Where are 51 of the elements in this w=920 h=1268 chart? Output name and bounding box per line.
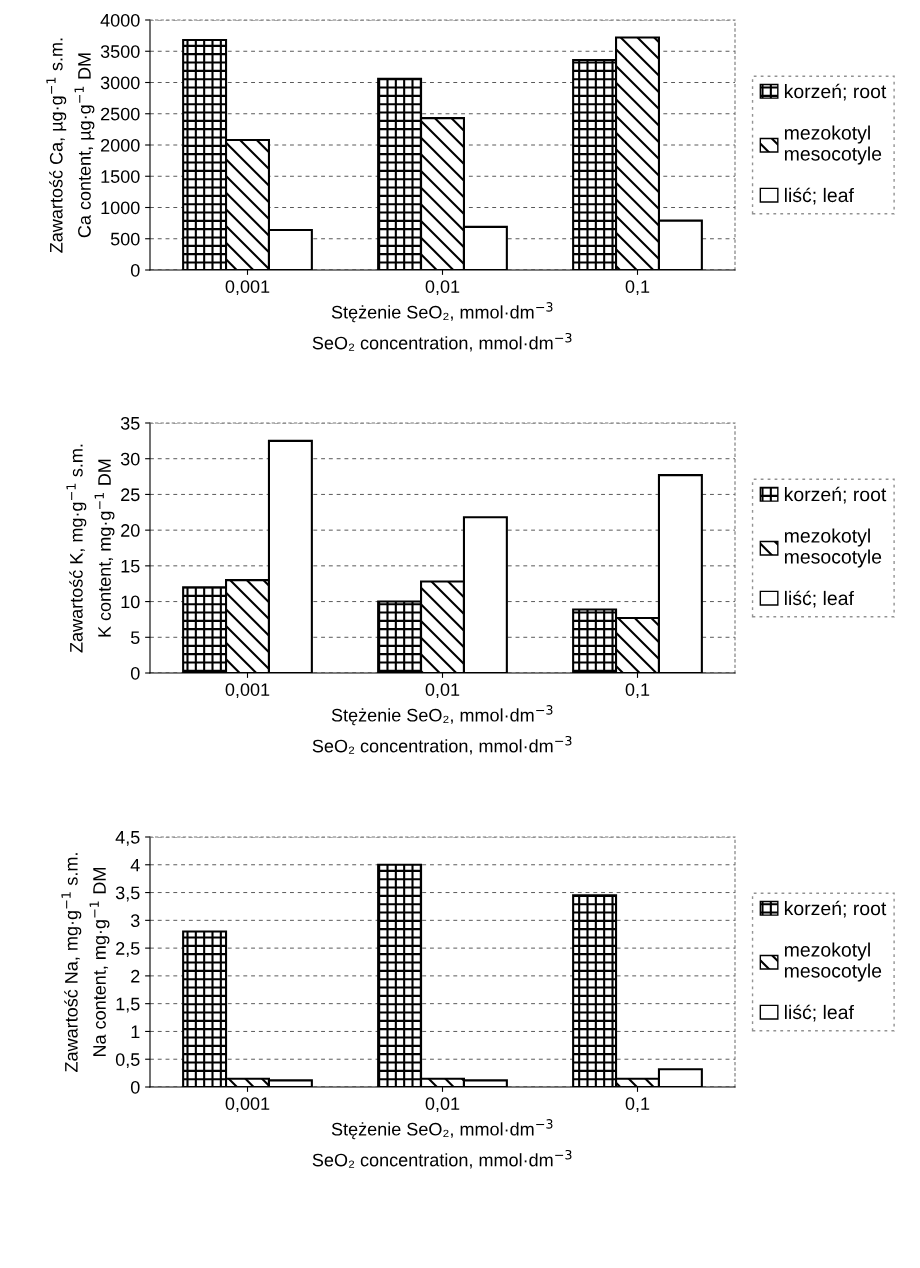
text: Zawartość Na, mg·g$^{−1}$ s.m. Na content, mg·g$^{−1}$ DM — [61, 853, 110, 1072]
y-tick-label: 2000 — [101, 138, 140, 152]
legend-label: korzeń; root — [784, 900, 887, 918]
y-tick-label: 15 — [121, 559, 140, 573]
legend-label: mezokotyl mesocotyle — [784, 125, 882, 165]
x-tick-label: 0,01 — [425, 1097, 460, 1113]
x-tick-label: 0,1 — [625, 1097, 650, 1113]
x-tick-label: 0,01 — [425, 683, 460, 699]
y-tick-label: 2500 — [101, 107, 140, 121]
y-tick-label: 3500 — [100, 45, 140, 58]
y-tick-label: 4 — [130, 858, 140, 872]
x-tick-label: 0,1 — [625, 280, 650, 296]
y-tick-label: 0 — [130, 263, 140, 277]
text: Zawartość K, mg·g$^{−1}$ s.m. K content, mg·g$^{−1}$ DM — [66, 444, 115, 653]
y-tick-label: 35 — [120, 416, 140, 430]
y-tick-label: 0,5 — [115, 1053, 140, 1069]
text: Zawartość Ca, µg·g$^{−1}$ s.m. Ca content, µg·g$^{−1}$ DM — [46, 38, 95, 253]
y-tick-label: 5 — [130, 631, 140, 645]
x-tick-label: 0,01 — [425, 280, 460, 296]
y-tick-label: 500 — [110, 232, 140, 246]
y-tick-label: 2 — [131, 969, 140, 983]
text: Stężenie SeO₂, mmol·dm$^{−3}$ SeO₂ concentration, mmol·dm$^{−3}$ — [312, 1119, 572, 1169]
legend-label: korzeń; root — [784, 83, 887, 101]
x-tick-label: 0,001 — [225, 1097, 270, 1113]
y-tick-label: 3 — [130, 914, 140, 928]
y-tick-label: 0 — [130, 666, 140, 680]
y-tick-label: 1500 — [101, 170, 140, 183]
text: Stężenie SeO₂, mmol·dm$^{−3}$ SeO₂ concentration, mmol·dm$^{−3}$ — [312, 302, 572, 352]
legend-label: mezokotyl mesocotyle — [784, 528, 882, 568]
y-tick-label: 4000 — [100, 13, 140, 27]
y-tick-label: 10 — [121, 595, 140, 609]
y-tick-label: 0 — [130, 1080, 140, 1094]
y-tick-label: 3,5 — [115, 886, 140, 902]
legend-label: korzeń; root — [784, 486, 887, 504]
y-tick-label: 1 — [131, 1025, 140, 1038]
y-tick-label: 2,5 — [116, 942, 140, 957]
y-tick-label: 1,5 — [116, 997, 140, 1013]
y-tick-label: 1000 — [101, 201, 140, 215]
y-tick-label: 20 — [121, 524, 140, 537]
legend-label: liść; leaf — [784, 1004, 854, 1022]
y-tick-label: 4,5 — [115, 831, 140, 846]
legend-label: liść; leaf — [784, 187, 854, 205]
x-tick-label: 0,001 — [225, 280, 270, 296]
x-tick-label: 0,1 — [625, 683, 650, 699]
text: Stężenie SeO₂, mmol·dm$^{−3}$ SeO₂ concentration, mmol·dm$^{−3}$ — [312, 705, 572, 755]
y-tick-label: 3000 — [100, 76, 140, 90]
legend-label: liść; leaf — [784, 590, 854, 608]
y-tick-label: 25 — [121, 488, 140, 502]
legend-label: mezokotyl mesocotyle — [784, 942, 882, 982]
y-tick-label: 30 — [120, 452, 140, 466]
x-tick-label: 0,001 — [225, 683, 270, 699]
